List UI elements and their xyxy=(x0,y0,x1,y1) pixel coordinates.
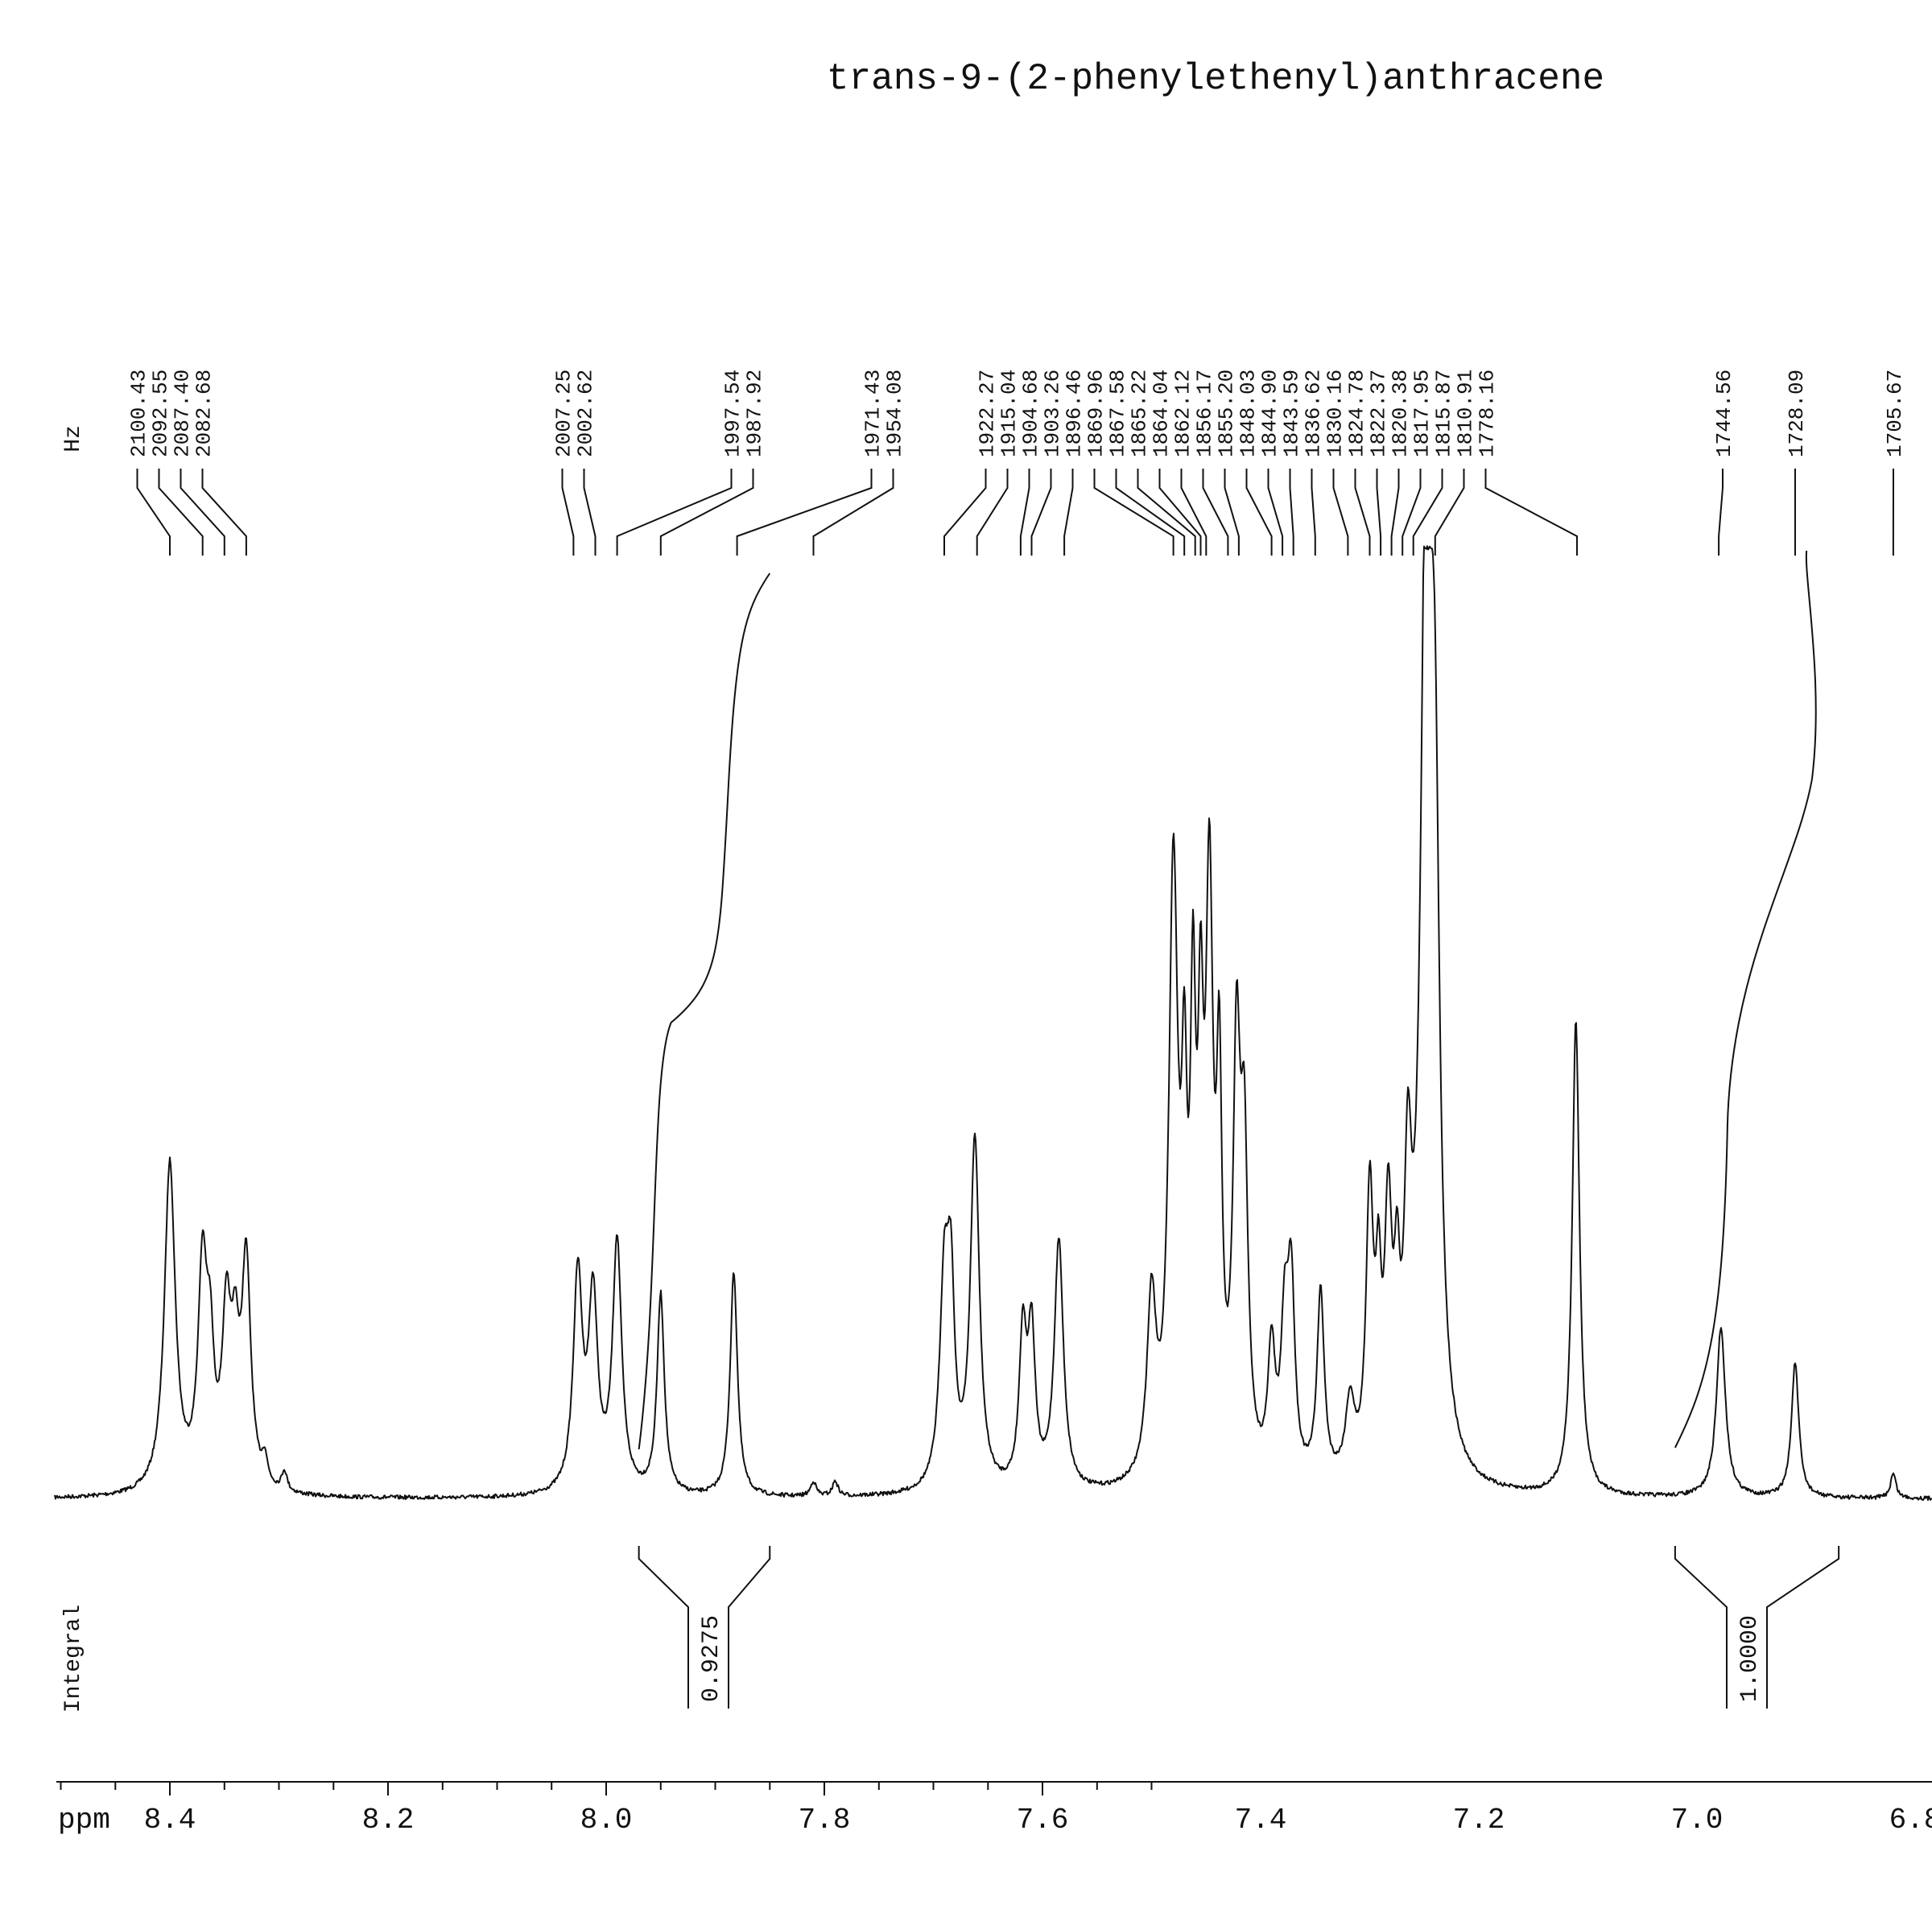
peak-leader-line xyxy=(1311,469,1316,556)
x-tick-label: 8.0 xyxy=(580,1804,633,1837)
peak-label: 2007.25 xyxy=(552,370,576,457)
peak-label: 2002.62 xyxy=(574,370,598,457)
peak-label: 1971.43 xyxy=(861,370,886,457)
spectrum-line xyxy=(54,545,1932,1501)
x-axis-label: ppm xyxy=(58,1804,110,1837)
peak-leader-line xyxy=(583,469,597,556)
peak-label: 2092.55 xyxy=(149,370,173,457)
peak-leader-line xyxy=(201,469,247,556)
peak-leader-line xyxy=(1402,469,1422,556)
peak-leader-line xyxy=(1202,469,1229,556)
x-tick-label: 7.8 xyxy=(799,1804,851,1837)
peak-label: 1824.78 xyxy=(1345,370,1369,457)
peak-leader-line xyxy=(1376,469,1382,556)
integral-bracket xyxy=(638,1546,771,1709)
peak-label: 2082.68 xyxy=(192,370,217,457)
integral-bracket xyxy=(1674,1546,1840,1709)
integral-value: 0.9275 xyxy=(698,1615,725,1702)
peak-leader-line xyxy=(180,469,225,556)
peak-leader-line xyxy=(1354,469,1371,556)
peak-label: 2100.43 xyxy=(127,370,151,457)
peak-label: 1822.37 xyxy=(1367,370,1391,457)
peak-label: 1867.58 xyxy=(1106,370,1130,457)
peak-leader-line xyxy=(1115,469,1186,556)
peak-leader-line xyxy=(1158,469,1202,556)
peak-label: 1815.87 xyxy=(1432,370,1456,457)
peak-label: 1864.04 xyxy=(1150,370,1174,457)
peak-label: 1987.92 xyxy=(743,370,767,457)
peak-label: 1915.04 xyxy=(997,370,1022,457)
integral-curves xyxy=(638,550,1817,1450)
peak-label: 1844.90 xyxy=(1258,370,1282,457)
peak-leader-line xyxy=(561,469,575,556)
peak-leader-line xyxy=(1289,469,1294,556)
integral-brackets: 0.9275 1.0000 xyxy=(638,1546,1840,1709)
peak-leader-line xyxy=(659,469,754,556)
peak-leader-line xyxy=(1718,469,1724,556)
integral-label: Integral xyxy=(61,1605,86,1713)
peak-label: 1896.46 xyxy=(1063,370,1087,457)
peak-label: 1855.20 xyxy=(1215,370,1239,457)
x-tick-label: 7.2 xyxy=(1453,1804,1505,1837)
peak-leader-line xyxy=(1063,469,1074,556)
peak-leader-line xyxy=(1137,469,1196,556)
peak-label: 1744.56 xyxy=(1712,370,1736,457)
peak-leader-line xyxy=(976,469,1009,556)
peak-leader-line xyxy=(1390,469,1400,556)
integral-curve xyxy=(1674,550,1817,1448)
peak-leader-line xyxy=(1412,469,1443,556)
peak-label: 1865.22 xyxy=(1128,370,1152,457)
peak-label: 1778.16 xyxy=(1476,370,1500,457)
peak-label: 1848.03 xyxy=(1236,370,1261,457)
peak-label: 1705.67 xyxy=(1883,370,1907,457)
x-tick-label: 7.0 xyxy=(1671,1804,1724,1837)
peak-label: 1862.12 xyxy=(1171,370,1195,457)
x-tick-label: 8.2 xyxy=(362,1804,415,1837)
peak-label: 2087.40 xyxy=(171,370,195,457)
peak-leader-line xyxy=(1019,469,1030,556)
peak-leader-line xyxy=(943,469,987,556)
peak-leader-line xyxy=(812,469,894,556)
peak-label: 1810.91 xyxy=(1454,370,1478,457)
peak-leader-line xyxy=(1484,469,1578,556)
peak-label: 1903.26 xyxy=(1041,370,1065,457)
peak-leader-line xyxy=(158,469,204,556)
peak-leader-line xyxy=(616,469,733,556)
peak-leader-line xyxy=(1245,469,1273,556)
peak-label: 1830.16 xyxy=(1323,370,1348,457)
spectrum-trace xyxy=(54,545,1932,1501)
peak-leader-line xyxy=(1267,469,1284,556)
peak-leader-line xyxy=(1332,469,1349,556)
x-tick-label: 6.8 xyxy=(1889,1804,1932,1837)
peak-leader-line xyxy=(1434,469,1465,556)
peak-leader-line xyxy=(1093,469,1174,556)
peak-label: 1954.08 xyxy=(883,370,907,457)
peak-label: 1817.95 xyxy=(1410,370,1435,457)
peak-leader-line xyxy=(736,469,873,556)
peak-label: 1997.54 xyxy=(721,370,745,457)
peak-label: 1869.96 xyxy=(1084,370,1108,457)
peak-label: 1922.27 xyxy=(976,370,1000,457)
x-axis-ticks: 8.4 8.2 8.0 7.8 7.6 7.4 7.2 7.0 6.8 xyxy=(60,1782,1932,1837)
peak-label: 1843.59 xyxy=(1280,370,1304,457)
peak-leader-line xyxy=(1180,469,1208,556)
peak-leader-line xyxy=(136,469,171,556)
x-tick-label: 7.4 xyxy=(1235,1804,1287,1837)
hz-label: Hz xyxy=(61,425,86,452)
x-tick-label: 7.6 xyxy=(1017,1804,1069,1837)
x-tick-label: 8.4 xyxy=(144,1804,196,1837)
peak-label: 1836.62 xyxy=(1302,370,1326,457)
peak-label: 1856.17 xyxy=(1193,370,1217,457)
peak-label: 1904.68 xyxy=(1019,370,1043,457)
peak-label: 1820.38 xyxy=(1389,370,1413,457)
peak-leader-line xyxy=(1030,469,1052,556)
integral-curve xyxy=(638,572,771,1450)
peak-leader-line xyxy=(1224,469,1240,556)
peak-label: 1728.09 xyxy=(1785,370,1809,457)
integral-value: 1.0000 xyxy=(1736,1615,1764,1702)
chart-title: trans-9-(2-phenylethenyl)anthracene xyxy=(827,58,1604,100)
